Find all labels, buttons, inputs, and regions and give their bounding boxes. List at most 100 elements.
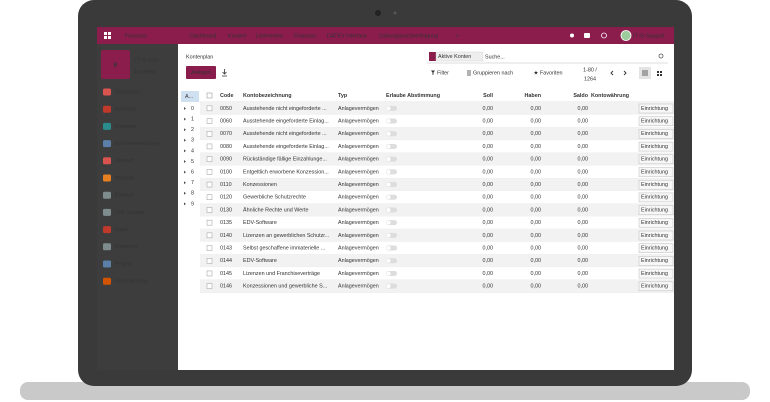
group-label[interactable]: 2 (191, 127, 194, 133)
setup-button-label[interactable]: Einrichtung (641, 220, 668, 226)
setup-button[interactable] (638, 154, 674, 165)
sidebar-menu-item[interactable]: Diskussion (115, 89, 141, 95)
setup-button[interactable] (638, 218, 674, 228)
setup-button[interactable] (638, 256, 674, 266)
kanban-view-icon[interactable] (657, 71, 662, 76)
nav-menu-item[interactable]: Kunden (228, 33, 247, 39)
column-header[interactable]: Kontobezeichnung (243, 93, 292, 99)
sidebar-menu-item[interactable]: Link Tracker (115, 210, 145, 216)
table-row[interactable] (200, 102, 674, 115)
sidebar-menu-item[interactable]: Lager (115, 227, 129, 233)
setup-button-label[interactable]: Einrichtung (641, 131, 668, 137)
setup-button-label[interactable]: Einrichtung (641, 182, 668, 188)
checkbox[interactable] (206, 143, 213, 150)
column-header[interactable]: Erlaube Abstimmung (386, 93, 440, 99)
activity-icon[interactable] (601, 32, 607, 39)
user-avatar[interactable] (620, 30, 632, 41)
setup-button-label[interactable]: Einrichtung (641, 258, 668, 264)
table-row[interactable] (200, 114, 674, 128)
app-grid-icon[interactable] (104, 32, 107, 35)
checkbox[interactable] (206, 207, 213, 213)
group-label[interactable]: 9 (191, 201, 194, 207)
nav-menu-item[interactable]: Dashboard (190, 33, 216, 39)
checkbox[interactable] (206, 156, 213, 162)
column-header[interactable]: Soll (483, 93, 493, 99)
checkbox[interactable] (206, 245, 213, 251)
setup-button-label[interactable]: Einrichtung (641, 157, 668, 163)
table-row[interactable] (200, 279, 674, 293)
setup-button-label[interactable]: Einrichtung (641, 195, 668, 201)
column-header[interactable]: Code (220, 93, 233, 99)
sidebar-menu-item[interactable]: Finanzen (115, 244, 137, 250)
sidebar-icon[interactable] (103, 277, 111, 285)
setup-button[interactable] (638, 167, 674, 177)
sidebar-icon[interactable] (103, 157, 111, 165)
checkbox[interactable] (206, 131, 213, 137)
setup-button-label[interactable]: Einrichtung (641, 271, 668, 277)
group-label[interactable]: 7 (191, 180, 194, 186)
group-by-button[interactable]: Gruppieren nach (473, 70, 513, 76)
column-header[interactable]: Saldo (573, 93, 588, 99)
setup-button-label[interactable]: Einrichtung (641, 233, 668, 239)
favorites-button[interactable]: Favoriten (540, 70, 562, 76)
checkbox[interactable] (206, 169, 213, 175)
column-header[interactable]: Kontowährung (591, 93, 629, 99)
table-row[interactable] (200, 190, 674, 204)
search-facet[interactable] (435, 51, 484, 62)
nav-menu-item[interactable]: Lieferanten (256, 33, 283, 39)
sidebar-icon[interactable] (103, 260, 111, 268)
table-row[interactable] (200, 152, 674, 166)
table-row[interactable] (200, 165, 674, 179)
column-header[interactable]: Typ (338, 93, 348, 99)
nav-menu-item[interactable]: Finanzen (294, 33, 316, 39)
group-header[interactable]: A... (185, 94, 193, 100)
nav-menu-item[interactable]: + (456, 33, 459, 39)
table-row[interactable] (200, 229, 674, 242)
search-icon[interactable] (658, 53, 664, 59)
table-row[interactable] (200, 127, 674, 141)
nav-menu-item[interactable]: Zahlungsnachverfolgung (379, 33, 438, 39)
sidebar-icon[interactable] (103, 88, 111, 96)
setup-button[interactable] (638, 281, 674, 292)
create-button-label[interactable]: Anlegen (191, 70, 211, 76)
setup-button[interactable] (638, 192, 674, 203)
sidebar-icon[interactable] (103, 105, 111, 113)
sidebar-icon[interactable] (103, 174, 111, 182)
app-grid-icon[interactable] (108, 32, 111, 35)
table-row[interactable] (200, 140, 674, 153)
sidebar-icon[interactable] (103, 243, 111, 251)
sidebar-menu-item[interactable]: Kalender (115, 107, 137, 113)
sidebar-icon[interactable] (103, 122, 111, 130)
checkbox[interactable] (206, 283, 213, 289)
table-row[interactable] (200, 216, 674, 229)
pager-next[interactable] (623, 70, 627, 76)
table-row[interactable] (200, 254, 674, 268)
sidebar-menu-item[interactable]: Website (115, 175, 134, 181)
setup-button[interactable] (638, 243, 674, 253)
checkbox[interactable] (206, 270, 213, 277)
setup-button[interactable] (638, 103, 674, 114)
checkbox[interactable] (206, 232, 213, 239)
nav-menu-item[interactable]: DATEV Interface (327, 33, 367, 39)
table-row[interactable] (200, 241, 674, 255)
group-label[interactable]: 4 (191, 148, 194, 154)
table-row[interactable] (200, 178, 674, 191)
group-label[interactable]: 8 (191, 191, 194, 197)
pager-prev[interactable] (610, 70, 614, 76)
search-facet-label[interactable]: Aktive Konten (438, 54, 471, 60)
sidebar-menu-item[interactable]: Zeiterfassung (115, 279, 148, 285)
setup-button[interactable] (638, 141, 674, 152)
notification-icon[interactable] (570, 33, 574, 38)
sidebar-icon[interactable] (103, 226, 111, 234)
create-button[interactable] (186, 66, 216, 79)
sidebar-menu-item[interactable]: Verkauf (115, 158, 134, 164)
checkbox[interactable] (206, 92, 213, 99)
checkbox[interactable] (206, 258, 213, 264)
sidebar-icon[interactable] (103, 191, 111, 199)
sidebar-menu-item[interactable]: Projekt (115, 261, 132, 267)
sidebar-icon[interactable] (103, 140, 111, 148)
setup-button[interactable] (638, 179, 674, 190)
search-placeholder[interactable]: Suche... (485, 54, 505, 60)
checkbox[interactable] (206, 219, 213, 226)
setup-button-label[interactable]: Einrichtung (641, 284, 668, 290)
